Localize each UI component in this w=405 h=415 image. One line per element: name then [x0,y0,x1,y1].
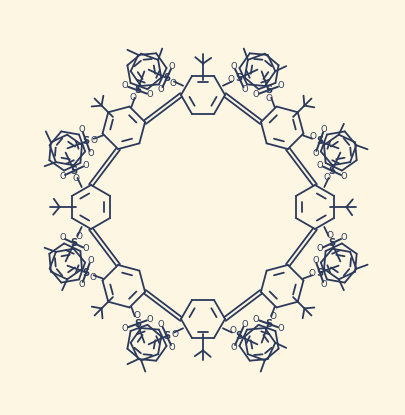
Text: O: O [158,320,164,329]
Text: O: O [326,231,333,239]
Text: O: O [59,172,66,181]
Text: O: O [133,311,140,320]
Text: O: O [269,312,276,322]
Text: O: O [320,125,327,134]
Text: O: O [122,324,128,333]
Text: O: O [158,85,164,94]
Text: O: O [146,90,153,99]
Text: O: O [316,244,323,253]
Text: O: O [146,315,153,324]
Text: S: S [163,73,170,83]
Text: O: O [265,94,272,103]
Text: O: O [252,315,259,324]
Text: O: O [316,161,323,170]
Text: S: S [315,268,322,278]
Text: O: O [311,149,318,158]
Text: S: S [235,73,242,83]
Text: O: O [169,79,176,88]
Text: O: O [230,62,237,71]
Text: O: O [241,85,247,94]
Text: S: S [134,319,141,329]
Text: O: O [241,320,247,329]
Text: O: O [339,233,346,242]
Text: O: O [78,280,85,289]
Text: S: S [235,331,242,341]
Text: O: O [277,324,283,333]
Text: O: O [311,256,318,265]
Text: S: S [328,238,335,248]
Text: O: O [122,81,128,90]
Text: O: O [91,136,98,145]
Text: O: O [129,93,136,102]
Text: S: S [163,331,170,341]
Text: O: O [168,343,175,352]
Text: S: S [264,85,271,95]
Text: O: O [72,174,79,183]
Text: O: O [90,273,96,282]
Text: S: S [315,137,322,146]
Text: O: O [87,256,94,265]
Text: S: S [328,166,335,176]
Text: O: O [307,269,314,278]
Text: S: S [70,166,77,176]
Text: O: O [78,125,85,134]
Text: O: O [322,173,329,182]
Text: O: O [229,326,236,335]
Text: O: O [82,244,89,253]
Text: O: O [339,172,346,181]
Text: O: O [168,62,175,71]
Text: S: S [264,319,271,329]
Text: O: O [320,280,327,289]
Text: S: S [134,85,141,95]
Text: O: O [171,330,178,339]
Text: O: O [277,81,283,90]
Text: O: O [59,233,66,242]
Text: O: O [230,343,237,352]
Text: O: O [227,75,234,84]
Text: O: O [252,90,259,99]
Text: O: O [87,149,94,158]
Text: O: O [82,161,89,170]
Text: S: S [83,137,90,146]
Text: S: S [70,238,77,248]
Text: S: S [83,268,90,278]
Text: O: O [76,232,83,242]
Text: O: O [309,132,315,142]
